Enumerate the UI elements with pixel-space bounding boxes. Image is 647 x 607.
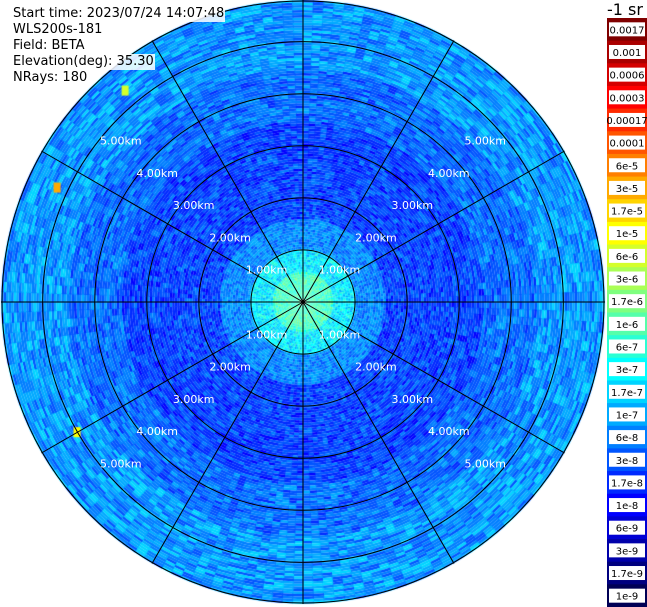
colorbar-label-bg bbox=[609, 407, 645, 422]
colorbar-tick-label: 0.0003 bbox=[610, 93, 645, 104]
instrument-name: WLS200s-181 bbox=[12, 22, 104, 38]
colorbar-tick-label: 1.7e-7 bbox=[611, 388, 643, 399]
field-name: Field: BETA bbox=[12, 38, 86, 54]
spoke-330 bbox=[151, 40, 304, 303]
colorbar-label-bg bbox=[609, 90, 645, 105]
colorbar-label-bg bbox=[609, 158, 645, 173]
colorbar-tick-label: 1.7e-5 bbox=[611, 207, 643, 218]
colorbar-tick-label: 1e-5 bbox=[616, 229, 639, 240]
scan-info: Start time: 2023/07/24 14:07:48 WLS200s-… bbox=[12, 6, 226, 86]
colorbar-tick-label: 1.7e-9 bbox=[611, 569, 643, 580]
ring-label: 1.00km bbox=[319, 264, 361, 277]
colorbar-label-bg bbox=[609, 316, 645, 331]
colorbar-tick-label: 6e-9 bbox=[616, 524, 639, 535]
spoke-60 bbox=[302, 150, 565, 303]
ring-label: 5.00km bbox=[464, 457, 506, 470]
elevation: Elevation(deg): 35.30 bbox=[12, 54, 155, 70]
colorbar-label-bg bbox=[609, 22, 645, 37]
colorbar-label-bg bbox=[609, 226, 645, 241]
ring-label: 1.00km bbox=[319, 328, 361, 341]
colorbar-label-bg bbox=[609, 294, 645, 309]
ring-labels: 1.00km 1.00km 1.00km 1.00km 2.00km 2.00km 2.00… bbox=[100, 135, 506, 471]
colorbar-label-bg bbox=[609, 271, 645, 286]
colorbar-tick-label: 3e-6 bbox=[616, 275, 639, 286]
colorbar-tick-label: 3e-8 bbox=[616, 456, 639, 467]
colorbar-tick-label: 6e-5 bbox=[616, 161, 639, 172]
ring-label: 2.00km bbox=[355, 361, 397, 374]
colorbar-tick-label: 3e-9 bbox=[616, 546, 639, 557]
ring-label: 4.00km bbox=[136, 425, 178, 438]
spoke-300 bbox=[41, 150, 304, 303]
ring-label: 1.00km bbox=[246, 264, 288, 277]
ring-label: 1.00km bbox=[246, 328, 288, 341]
colorbar-label-bg bbox=[609, 566, 645, 581]
colorbar-tick-label: 1.7e-6 bbox=[611, 297, 643, 308]
colorbar-tick-label: 0.00017 bbox=[607, 116, 647, 127]
colorbar: 0.0017 0.001 0.0006 0.0003 0.00017 0.0001 6e-5… bbox=[607, 18, 647, 607]
colorbar-label-bg bbox=[609, 543, 645, 558]
spoke-240 bbox=[41, 301, 304, 454]
colorbar-unit: -1 sr bbox=[607, 0, 643, 19]
colorbar-label-bg bbox=[609, 135, 645, 150]
colorbar-label-bg bbox=[609, 475, 645, 490]
ring-label: 5.00km bbox=[100, 457, 142, 470]
ring-label: 4.00km bbox=[428, 425, 470, 438]
spoke-210 bbox=[151, 301, 304, 564]
ring-label: 3.00km bbox=[392, 199, 434, 212]
ring-label: 3.00km bbox=[392, 393, 434, 406]
colorbar-tick-label: 0.0017 bbox=[610, 25, 645, 36]
colorbar-tick-label: 1e-7 bbox=[616, 410, 639, 421]
spoke-120 bbox=[302, 301, 565, 454]
spoke-30 bbox=[302, 40, 455, 303]
ring-label: 5.00km bbox=[464, 135, 506, 148]
colorbar-tick-label: 1.7e-8 bbox=[611, 478, 643, 489]
polar-grid: 1.00km 1.00km 1.00km 1.00km 2.00km 2.00km 2.00… bbox=[1, 0, 605, 604]
colorbar-tick-label: 0.0006 bbox=[610, 71, 645, 82]
colorbar-tick-label: 6e-8 bbox=[616, 433, 639, 444]
ring-label: 3.00km bbox=[173, 199, 215, 212]
spoke-150 bbox=[302, 301, 455, 564]
colorbar-tick-label: 1e-6 bbox=[616, 320, 639, 331]
colorbar-tick-label: 1e-8 bbox=[616, 501, 639, 512]
colorbar-label-bg bbox=[609, 498, 645, 513]
colorbar-label-bg bbox=[609, 339, 645, 354]
ring-label: 2.00km bbox=[355, 231, 397, 244]
colorbar-tick-label: 3e-7 bbox=[616, 365, 639, 376]
ring-label: 4.00km bbox=[136, 167, 178, 180]
colorbar-label-bg bbox=[609, 384, 645, 399]
colorbar-label-bg bbox=[609, 362, 645, 377]
colorbar-label-bg bbox=[609, 430, 645, 445]
colorbar-tick-label: 0.0001 bbox=[610, 139, 645, 150]
colorbar-tick-label: 1e-9 bbox=[616, 592, 639, 603]
colorbar-label-bg bbox=[609, 112, 645, 127]
ring-label: 3.00km bbox=[173, 393, 215, 406]
colorbar-label-bg bbox=[609, 248, 645, 263]
colorbar-label-bg bbox=[609, 67, 645, 82]
colorbar-tick-label: 6e-6 bbox=[616, 252, 639, 263]
colorbar-label-bg bbox=[609, 452, 645, 467]
colorbar-tick-label: 0.001 bbox=[613, 48, 642, 59]
colorbar-label-bg bbox=[609, 180, 645, 195]
ring-label: 2.00km bbox=[209, 361, 251, 374]
colorbar-tick-label: 6e-7 bbox=[616, 342, 639, 353]
colorbar-label-bg bbox=[609, 203, 645, 218]
colorbar-label-bg bbox=[609, 520, 645, 535]
ring-label: 4.00km bbox=[428, 167, 470, 180]
nrays: NRays: 180 bbox=[12, 70, 89, 86]
ring-label: 5.00km bbox=[100, 135, 142, 148]
azimuth-spokes bbox=[1, 0, 605, 604]
ring-label: 2.00km bbox=[209, 231, 251, 244]
colorbar-label-bg bbox=[609, 44, 645, 59]
colorbar-label-bg bbox=[609, 588, 645, 603]
colorbar-tick-label: 3e-5 bbox=[616, 184, 639, 195]
start-time: Start time: 2023/07/24 14:07:48 bbox=[12, 6, 226, 22]
